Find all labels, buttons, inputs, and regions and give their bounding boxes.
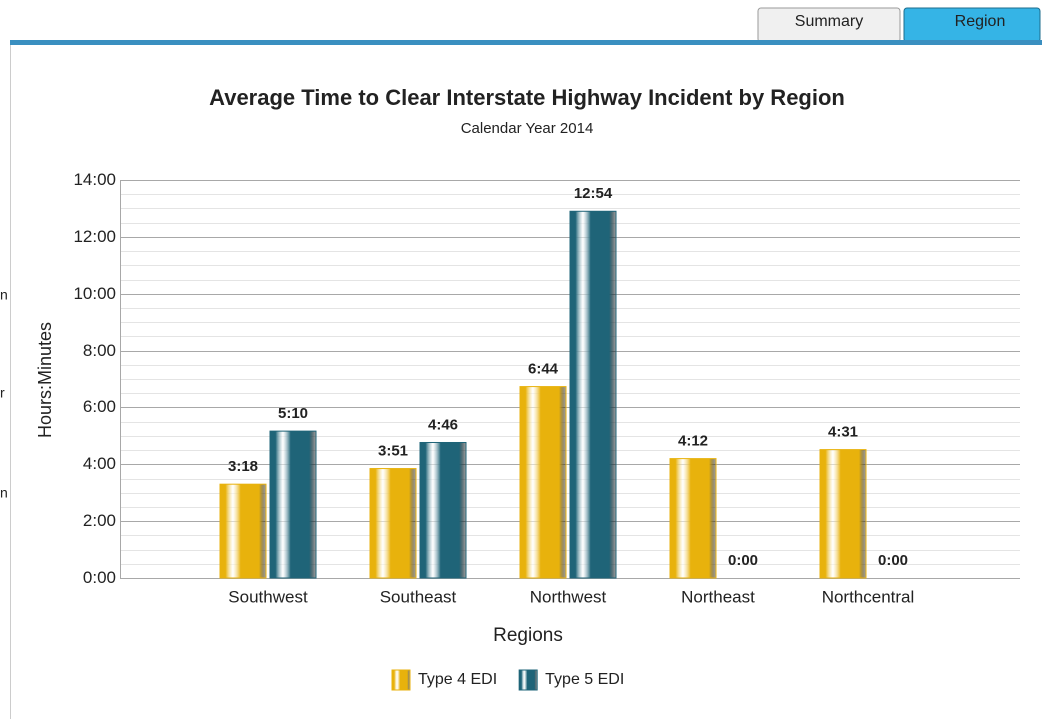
y-axis-label: Hours:Minutes [35,322,55,438]
y-tick-label: 2:00 [83,511,116,530]
clipped-text: n [0,485,8,501]
bar [669,458,717,579]
chart-title: Average Time to Clear Interstate Highway… [209,85,845,110]
data-label: 12:54 [574,185,613,202]
data-label: 6:44 [528,361,559,378]
x-tick-label: Northwest [530,587,607,606]
y-tick-label: 0:00 [83,568,116,587]
legend-swatch [391,669,411,691]
data-label: 0:00 [878,552,908,569]
tab-bar: Summary Region [757,7,1041,43]
bar [219,483,267,579]
y-tick-label: 4:00 [83,454,116,473]
bar [519,386,567,579]
y-tick-label: 14:00 [73,170,116,189]
y-tick-label: 12:00 [73,227,116,246]
data-label: 4:31 [828,424,858,441]
data-label: 0:00 [728,552,758,569]
x-tick-label: Southeast [380,587,457,606]
chart-subtitle: Calendar Year 2014 [461,120,594,137]
clipped-text: n [0,287,8,303]
bar [419,441,467,579]
y-tick-label: 6:00 [83,397,116,416]
x-tick-label: Southwest [228,587,308,606]
x-axis-label: Regions [493,625,563,646]
y-tick-label: 10:00 [73,284,116,303]
clipped-text: r [0,385,5,401]
bar [369,468,417,579]
data-label: 4:12 [678,433,708,450]
bar [819,449,867,579]
legend-label: Type 5 EDI [545,671,624,688]
data-label: 3:18 [228,458,258,475]
y-tick-label: 8:00 [83,341,116,360]
x-tick-label: Northeast [681,587,755,606]
bar [269,430,317,579]
x-tick-label: Northcentral [822,587,915,606]
legend-swatch [518,669,538,691]
data-label: 3:51 [378,443,408,460]
panel-top-border [10,40,1042,45]
bar [569,210,617,579]
tab-label: Region [955,13,1006,30]
data-label: 5:10 [278,405,308,422]
data-label: 4:46 [428,416,458,433]
legend-label: Type 4 EDI [418,671,497,688]
tab-label: Summary [795,13,863,30]
